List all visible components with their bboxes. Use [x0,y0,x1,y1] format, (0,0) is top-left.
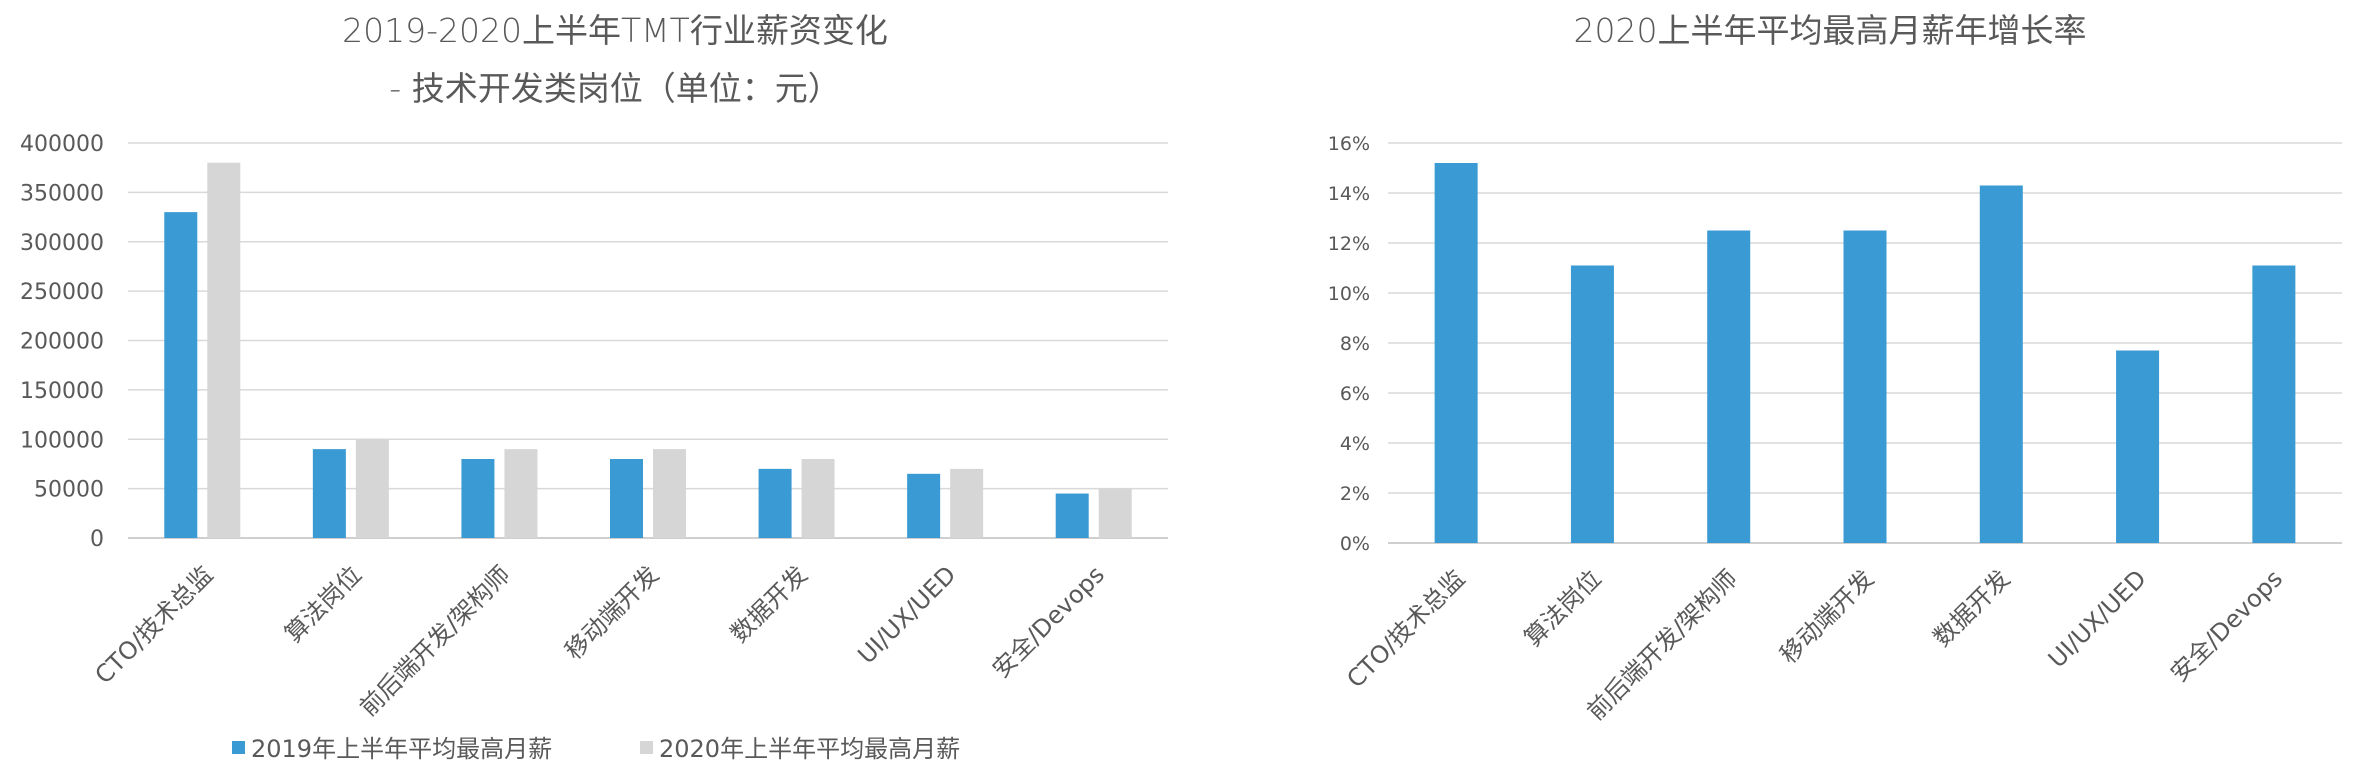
right-chart-title: 2020上半年平均最高月薪年增长率 [1573,11,2087,50]
left-chart-subtitle: - 技术开发类岗位（单位：元） [389,69,841,108]
right-y-tick-label: 12% [1328,233,1370,255]
left-x-tick-label: 数据开发 [725,560,813,648]
right-y-tick-label: 14% [1328,183,1370,205]
right-y-tick-label: 6% [1340,383,1370,405]
left-y-tick-label: 150000 [20,379,104,404]
left-bar-2020 [653,449,686,538]
left-bar-2019 [758,468,792,538]
left-x-tick-label: UI/UX/UED [852,560,961,669]
right-bar [1707,230,1751,543]
right-y-tick-label: 16% [1328,133,1370,155]
right-x-tick-label: CTO/技术总监 [1341,564,1470,693]
left-x-tick-label: 安全/Devops [987,560,1110,683]
right-bar [1843,230,1887,543]
legend-label-2020: 2020年上半年平均最高月薪 [659,735,960,763]
right-y-tick-label: 0% [1340,533,1370,555]
right-x-tick-label: 安全/Devops [2165,564,2288,687]
left-bar-2020 [801,459,835,538]
left-x-tick-label: 算法岗位 [279,560,367,648]
left-bar-2020 [1098,488,1132,538]
left-y-tick-label: 200000 [20,330,104,355]
left-x-tick-label: 移动端开发 [560,560,665,665]
right-y-tick-label: 2% [1340,483,1370,505]
left-bar-2019 [164,212,198,538]
left-y-tick-label: 250000 [20,280,104,305]
left-bar-2020 [355,439,389,538]
left-x-tick-label: 前后端开发/架构师 [354,560,515,721]
left-bar-2019 [610,459,643,538]
left-y-tick-label: 300000 [20,231,104,256]
right-bar [1979,185,2023,543]
left-y-tick-label: 350000 [20,181,104,206]
right-y-tick-label: 4% [1340,433,1370,455]
legend-swatch-2019 [232,741,245,754]
left-chart-title: 2019-2020上半年TMT行业薪资变化 [342,11,888,50]
legend-swatch-2020 [640,741,653,754]
right-y-tick-label: 10% [1328,283,1370,305]
left-bar-2020 [207,162,241,538]
left-y-tick-label: 100000 [20,428,104,453]
left-x-tick-label: CTO/技术总监 [90,560,219,689]
legend-label-2019: 2019年上半年平均最高月薪 [251,735,552,763]
right-x-tick-label: 算法岗位 [1519,564,1607,652]
left-bar-2019 [312,449,346,538]
right-y-tick-label: 8% [1340,333,1370,355]
left-bar-2019 [461,459,495,538]
left-bar-2019 [907,473,941,538]
right-x-tick-label: 数据开发 [1928,564,2016,652]
right-x-tick-label: UI/UX/UED [2043,564,2152,673]
right-x-tick-label: 移动端开发 [1775,564,1880,669]
right-bar [2252,265,2296,543]
right-bar [1434,163,1478,543]
left-bar-2020 [950,468,984,538]
left-bar-2020 [504,449,538,538]
left-y-tick-label: 400000 [20,132,104,157]
left-y-tick-label: 50000 [34,478,104,503]
right-x-tick-label: 前后端开发/架构师 [1582,564,1743,725]
right-bar [2116,350,2160,543]
left-y-tick-label: 0 [90,527,104,552]
right-bar [1570,265,1614,543]
left-bar-2019 [1055,493,1089,538]
